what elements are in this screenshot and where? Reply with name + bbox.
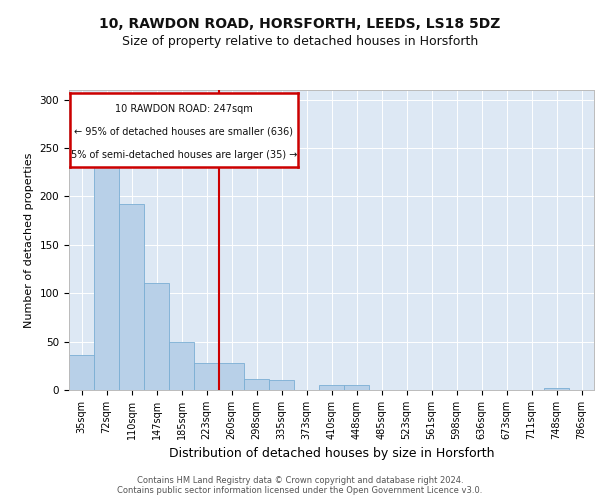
Bar — [244, 380, 269, 390]
Bar — [69, 355, 94, 390]
Y-axis label: Number of detached properties: Number of detached properties — [24, 152, 34, 328]
X-axis label: Distribution of detached houses by size in Horsforth: Distribution of detached houses by size … — [169, 448, 494, 460]
Bar — [144, 282, 169, 390]
Text: Contains HM Land Registry data © Crown copyright and database right 2024.: Contains HM Land Registry data © Crown c… — [137, 476, 463, 485]
Bar — [169, 342, 194, 390]
Text: 10, RAWDON ROAD, HORSFORTH, LEEDS, LS18 5DZ: 10, RAWDON ROAD, HORSFORTH, LEEDS, LS18 … — [100, 18, 500, 32]
Text: Size of property relative to detached houses in Horsforth: Size of property relative to detached ho… — [122, 35, 478, 48]
Bar — [119, 204, 144, 390]
Bar — [194, 363, 219, 390]
Bar — [219, 363, 244, 390]
Bar — [319, 385, 344, 390]
Text: Contains public sector information licensed under the Open Government Licence v3: Contains public sector information licen… — [118, 486, 482, 495]
Bar — [544, 388, 569, 390]
Bar — [94, 168, 119, 390]
Bar — [344, 385, 369, 390]
Bar — [269, 380, 294, 390]
